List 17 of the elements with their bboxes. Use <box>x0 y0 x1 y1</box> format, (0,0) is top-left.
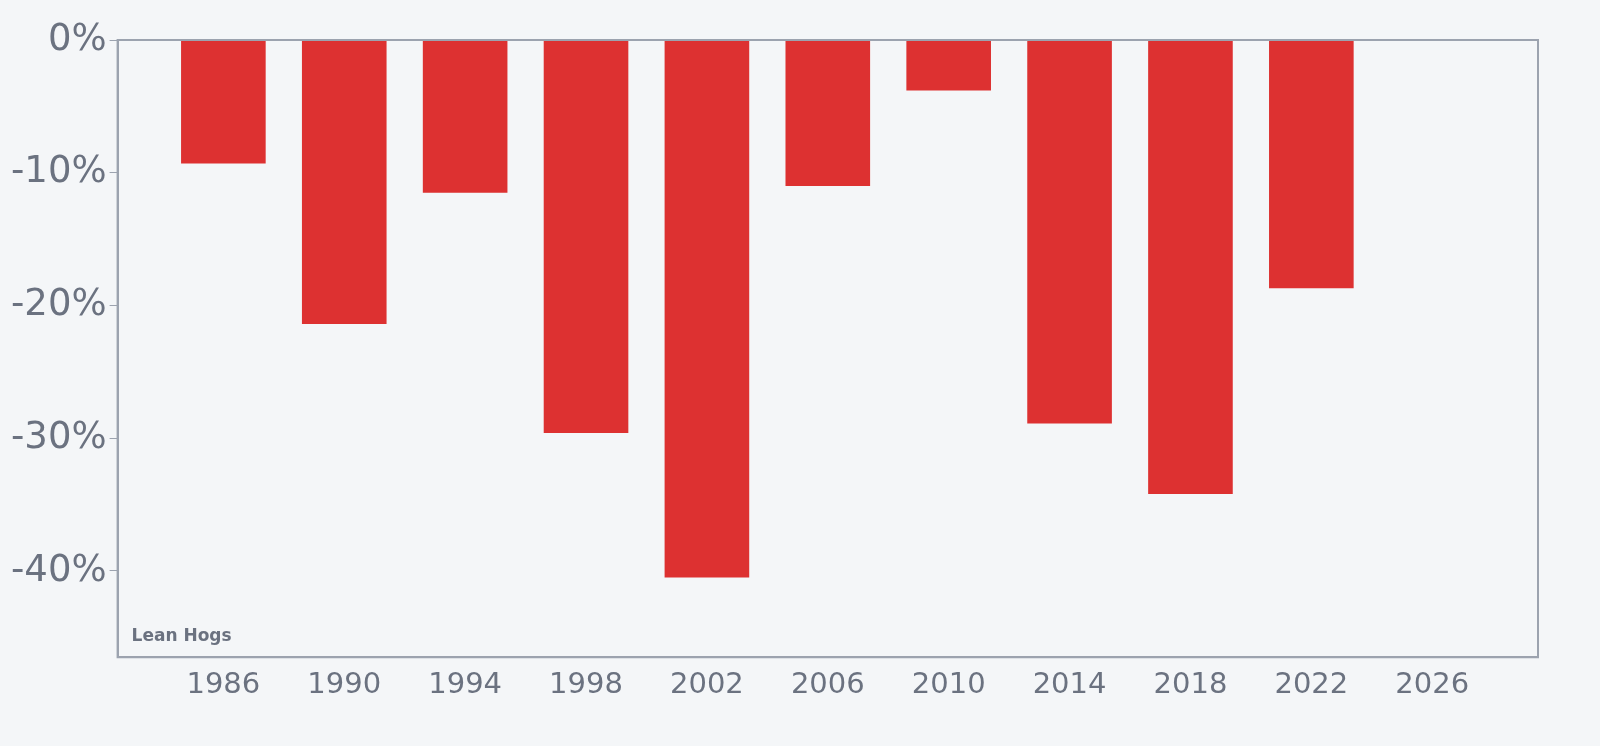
x-tick-label: 2026 <box>1395 666 1470 701</box>
y-tick-label: 0% <box>47 15 107 59</box>
x-tick-label: 1998 <box>549 666 623 701</box>
x-tick-label: 1986 <box>186 666 261 701</box>
y-tick-label: -40% <box>11 546 107 590</box>
annotation: Lean Hogs <box>131 625 232 646</box>
x-tick-label: 2018 <box>1153 666 1228 701</box>
x-tick-label: 1994 <box>428 666 503 701</box>
x-tick-label: 2010 <box>911 666 986 701</box>
x-tick-label: 1990 <box>307 666 382 701</box>
y-tick-label: -30% <box>11 413 107 457</box>
x-tick-label: 2014 <box>1032 666 1107 701</box>
x-tick-label: 2022 <box>1274 666 1349 701</box>
x-tick-label: 2002 <box>670 666 744 701</box>
y-tick-label: -20% <box>11 281 107 325</box>
y-tick-label: -10% <box>11 148 107 192</box>
x-tick-label: 2006 <box>790 666 865 701</box>
